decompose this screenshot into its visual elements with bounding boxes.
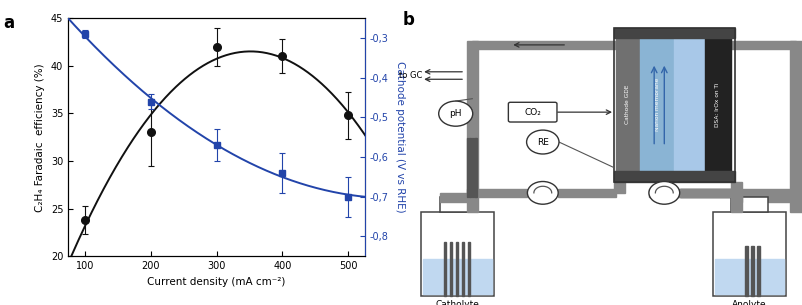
Bar <box>616 33 640 176</box>
Bar <box>649 189 735 197</box>
Text: Nafion membrane: Nafion membrane <box>654 78 660 131</box>
Text: DSA: IrOx on Ti: DSA: IrOx on Ti <box>715 82 720 127</box>
Text: CO₂: CO₂ <box>525 108 541 117</box>
Bar <box>790 41 801 197</box>
Bar <box>640 33 674 176</box>
Text: b: b <box>403 10 415 29</box>
Bar <box>715 259 784 295</box>
Bar <box>731 41 796 49</box>
Bar <box>421 212 494 296</box>
Bar <box>705 33 731 176</box>
Bar <box>476 138 477 197</box>
Circle shape <box>527 130 559 154</box>
Bar <box>468 242 470 296</box>
Bar <box>751 246 754 296</box>
Circle shape <box>528 181 558 204</box>
Y-axis label: Cathode potential (V vs RHE): Cathode potential (V vs RHE) <box>395 61 406 213</box>
FancyBboxPatch shape <box>508 102 557 122</box>
Bar <box>462 242 464 296</box>
Text: pH: pH <box>449 109 462 118</box>
Bar <box>472 41 616 49</box>
Y-axis label: C₂H₄ Faradaic  efficiency (%): C₂H₄ Faradaic efficiency (%) <box>35 63 45 212</box>
Bar <box>444 242 446 296</box>
Bar <box>472 138 473 197</box>
Bar <box>674 33 705 176</box>
Bar <box>731 182 743 193</box>
Bar <box>614 171 735 182</box>
Bar <box>467 138 468 197</box>
Bar <box>679 189 743 197</box>
Bar <box>757 246 759 296</box>
Circle shape <box>649 181 679 204</box>
Bar <box>467 189 527 197</box>
Text: Cathode GDE: Cathode GDE <box>626 85 630 124</box>
Bar <box>439 197 476 212</box>
Bar <box>467 41 478 197</box>
Bar <box>614 28 735 182</box>
Circle shape <box>439 101 472 126</box>
Bar <box>680 189 801 197</box>
Bar <box>439 193 467 202</box>
Bar <box>731 189 743 202</box>
Bar <box>469 138 471 197</box>
Bar <box>423 259 492 295</box>
Bar <box>467 197 478 212</box>
Bar <box>456 242 458 296</box>
Text: RE: RE <box>537 138 549 146</box>
Bar <box>768 193 790 202</box>
Bar <box>474 138 476 197</box>
Text: Anolyte: Anolyte <box>732 300 767 305</box>
Bar <box>614 28 735 38</box>
Text: a: a <box>3 13 14 31</box>
Bar <box>731 197 743 212</box>
Bar <box>731 197 768 212</box>
Bar <box>450 242 452 296</box>
Bar <box>614 182 625 193</box>
Text: to GC: to GC <box>399 71 423 80</box>
Bar <box>558 189 616 197</box>
Bar <box>790 197 801 212</box>
X-axis label: Current density (mA cm⁻²): Current density (mA cm⁻²) <box>148 277 286 287</box>
Bar <box>679 189 731 197</box>
Text: Catholyte: Catholyte <box>435 300 480 305</box>
Bar <box>745 246 747 296</box>
Bar <box>713 212 786 296</box>
